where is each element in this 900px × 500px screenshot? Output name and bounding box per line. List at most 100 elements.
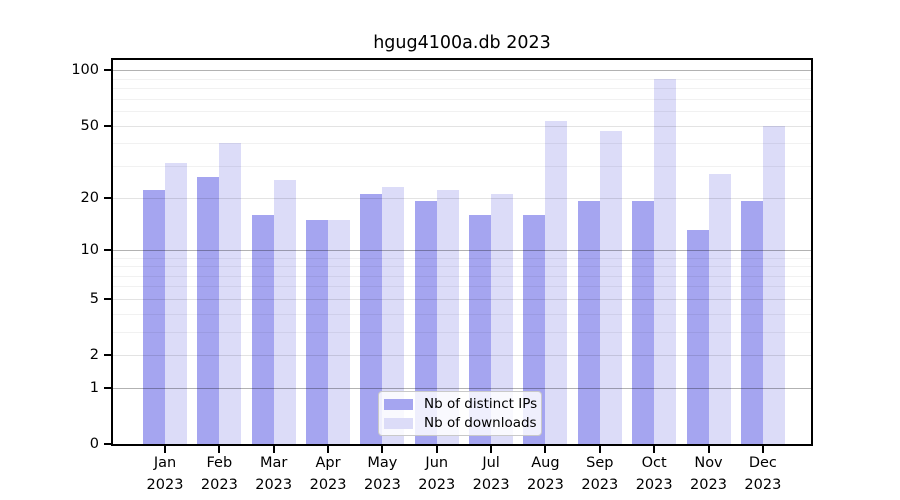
x-axis-month: Jan [153,455,177,471]
y-axis-tick-50 [104,124,111,127]
x-axis-label-aug: Aug 2023 [511,452,579,496]
bar-nov-downloads [708,174,731,444]
x-axis-year: 2023 [690,477,727,493]
bar-jan-ips [143,190,165,444]
y-axis-label-1: 1 [89,379,99,396]
bar-aug-downloads [545,121,568,444]
gridline-major-1 [113,387,811,389]
x-axis-tick-oct [653,446,656,453]
y-axis-label-10: 10 [80,241,99,258]
x-axis-tick-jan [164,446,166,453]
bar-feb-downloads [219,143,242,444]
x-axis-year: 2023 [472,477,510,493]
x-axis-tick-jun [435,446,438,453]
x-axis-label-jul: Jul 2023 [457,452,525,496]
bar-jul-ips [469,214,492,444]
x-axis-year: 2023 [309,477,347,493]
legend-label-downloads: Nb of downloads [424,415,537,431]
bar-nov-ips [686,230,709,444]
bar-sep-ips [577,201,600,444]
gridline-minor-80 [113,88,811,90]
gridline-50 [113,125,811,127]
bar-apr-ips [306,219,329,444]
chart-legend: Nb of distinct IPs Nb of downloads [378,391,542,436]
bar-jun-ips [414,201,437,444]
gridline-minor-3 [113,331,811,333]
y-axis-tick-1 [104,386,111,389]
x-axis-label-nov: Nov 2023 [675,452,743,496]
y-axis-label-0: 0 [89,436,99,452]
gridline-minor-4 [113,313,811,315]
x-axis-month: Nov [694,455,723,471]
x-axis-year: 2023 [744,477,782,493]
x-axis-year: 2023 [363,477,401,493]
x-axis-month: Jul [482,455,500,471]
x-axis-label-feb: Feb 2023 [185,452,253,496]
x-axis-month: Dec [748,455,777,471]
x-axis-month: Aug [531,455,560,471]
gridline-minor-7 [113,275,811,277]
bar-jul-downloads [491,193,514,444]
y-axis-tick-100 [104,69,111,72]
x-axis-month: Sep [586,455,614,471]
legend-label-distinct-ips: Nb of distinct IPs [424,396,538,412]
gridline-minor-30 [113,166,811,167]
legend-row-downloads: Nb of downloads [384,414,537,432]
bar-may-downloads [382,186,405,444]
x-axis-label-mar: Mar 2023 [240,452,308,496]
x-axis-label-sep: Sep 2023 [566,452,634,496]
x-axis-tick-aug [544,446,547,453]
y-axis-label-20: 20 [80,189,99,206]
x-axis-year: 2023 [581,477,619,493]
x-axis-month: Jun [425,455,449,471]
y-axis-tick-20 [104,196,111,199]
x-axis-tick-nov [707,446,710,453]
bar-apr-downloads [328,219,351,444]
x-axis-month: May [367,455,398,471]
bar-oct-downloads [654,78,677,444]
gridline-minor-60 [113,111,811,113]
x-axis-tick-mar [272,446,275,453]
gridline-minor-9 [113,257,811,259]
x-axis-tick-may [381,446,384,453]
x-axis-label-may: May 2023 [348,452,416,496]
y-axis-tick-2 [104,354,111,357]
y-axis-label-5: 5 [89,290,99,307]
legend-swatch-downloads [384,417,413,429]
plot-area [111,58,813,446]
bar-mar-downloads [273,180,296,444]
bar-dec-downloads [762,125,785,444]
bar-jun-downloads [436,190,459,444]
y-axis-label-2: 2 [89,347,99,364]
gridline-minor-90 [113,78,811,80]
x-axis-month: Apr [315,455,341,471]
gridline-minor-40 [113,143,811,145]
x-axis-tick-sep [598,446,601,453]
gridline-5 [113,298,811,300]
y-axis-tick-5 [104,297,111,300]
x-axis-month: Oct [641,455,667,471]
x-axis-year: 2023 [418,477,456,493]
bar-aug-ips [523,214,546,444]
bar-mar-ips [251,214,274,444]
gridline-minor-70 [113,98,811,100]
x-axis-tick-dec [761,446,764,453]
chart-title: hgug4100a.db 2023 [373,33,551,53]
x-axis-label-jun: Jun 2023 [403,452,471,496]
legend-row-distinct-ips: Nb of distinct IPs [384,395,538,413]
bar-may-ips [360,193,383,444]
y-axis-tick-0 [104,443,111,445]
bar-jan-downloads [165,163,187,444]
bar-sep-downloads [599,130,622,444]
x-axis-label-oct: Oct 2023 [620,452,688,496]
bar-oct-ips [632,201,655,444]
gridline-major-100 [113,70,811,72]
gridline-minor-8 [113,266,811,268]
x-axis-label-jan: Jan 2023 [131,452,199,496]
x-axis-tick-feb [218,446,221,453]
y-axis-tick-10 [104,248,111,251]
x-axis-tick-jul [490,446,493,453]
gridline-2 [113,355,811,357]
legend-swatch-distinct-ips [384,398,413,410]
gridline-20 [113,197,811,199]
